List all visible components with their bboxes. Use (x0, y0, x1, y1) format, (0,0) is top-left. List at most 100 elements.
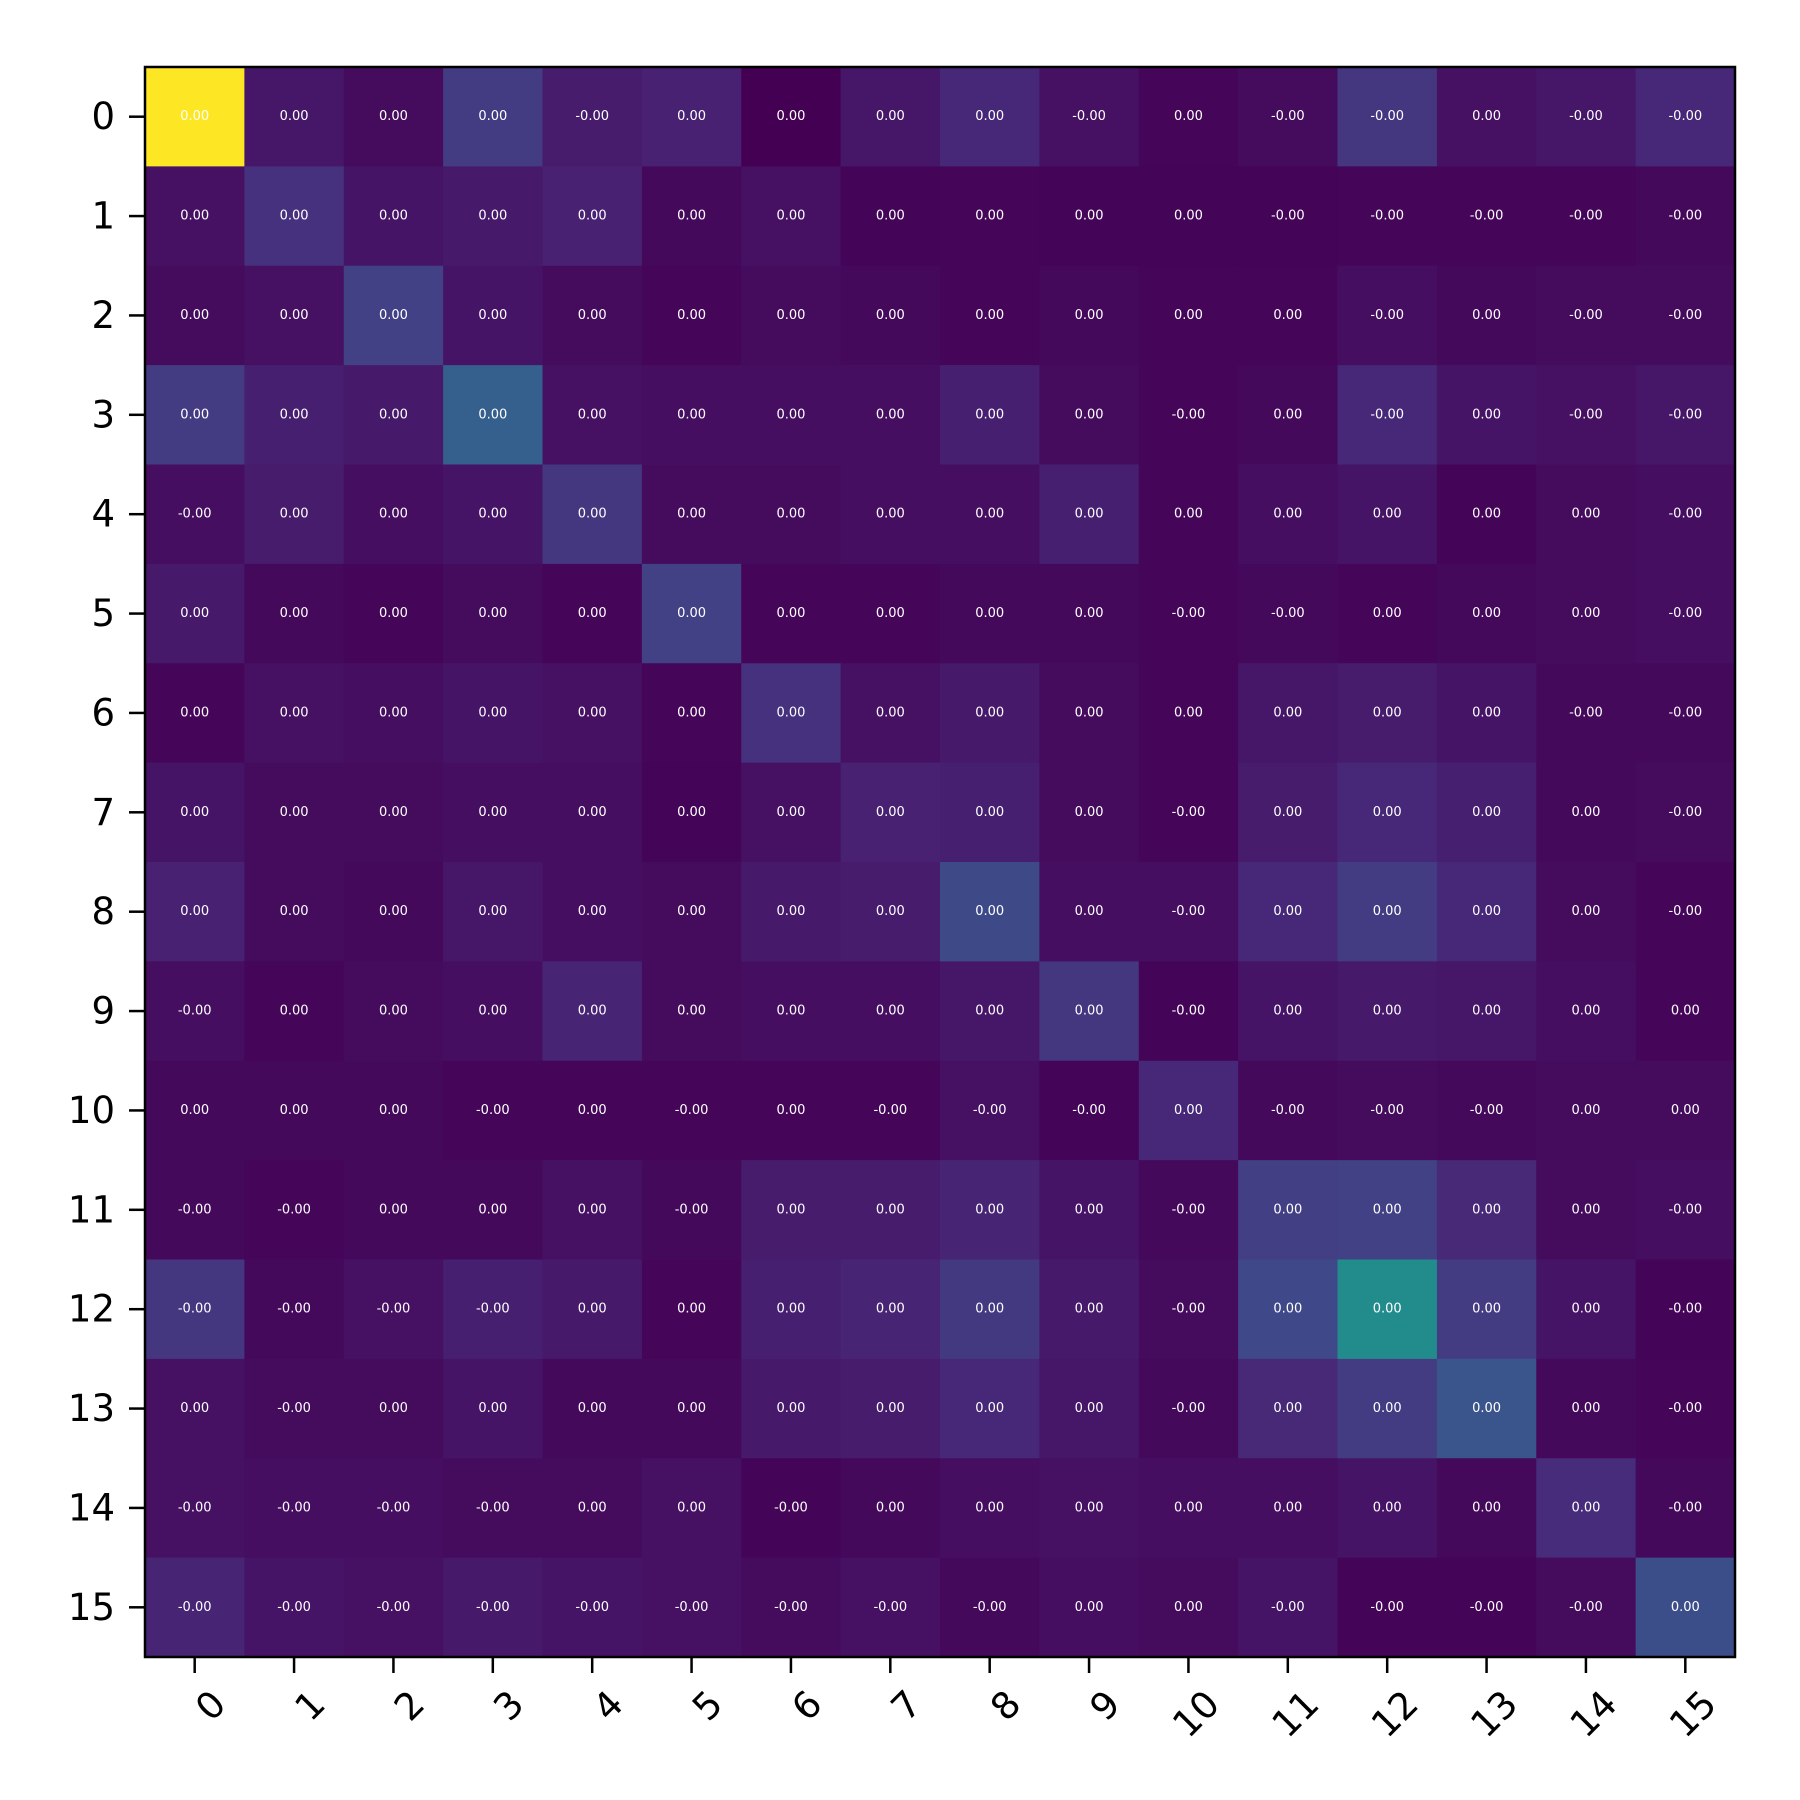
cell-value-label-7-3: 0.00 (478, 805, 507, 820)
cell-value-label-1-3: 0.00 (478, 209, 507, 224)
cell-value-label-7-10: -0.00 (1172, 805, 1206, 820)
cell-value-label-14-15: -0.00 (1668, 1500, 1702, 1515)
cell-value-label-11-13: 0.00 (1472, 1202, 1501, 1217)
cell-value-label-13-8: 0.00 (975, 1401, 1004, 1416)
heatmap-cell-4-8 (940, 464, 1040, 565)
heatmap-cell-4-10 (1138, 464, 1239, 565)
cell-value-label-0-7: 0.00 (876, 109, 905, 124)
cell-value-label-14-9: 0.00 (1075, 1500, 1104, 1515)
heatmap-cell-1-11 (1238, 166, 1338, 267)
cell-value-label-1-0: 0.00 (180, 209, 209, 224)
cell-value-label-15-10: 0.00 (1174, 1600, 1203, 1615)
heatmap-cell-10-14 (1536, 1060, 1637, 1161)
heatmap-cell-15-7 (840, 1557, 941, 1658)
cell-value-label-0-5: 0.00 (677, 109, 706, 124)
y-tick-label-2: 2 (91, 294, 115, 337)
cell-value-label-9-14: 0.00 (1571, 1004, 1600, 1019)
cell-value-label-7-1: 0.00 (280, 805, 309, 820)
heatmap-cell-2-1 (244, 265, 345, 366)
heatmap-cell-5-15 (1635, 563, 1736, 664)
cell-value-label-2-15: -0.00 (1668, 308, 1702, 323)
cell-value-label-15-9: 0.00 (1075, 1600, 1104, 1615)
cell-value-label-13-4: 0.00 (578, 1401, 607, 1416)
heatmap-cell-2-12 (1337, 265, 1438, 366)
heatmap-cell-5-6 (741, 563, 842, 664)
heatmap-cell-4-3 (443, 464, 543, 565)
cell-value-label-15-14: -0.00 (1569, 1600, 1603, 1615)
cell-value-label-9-1: 0.00 (280, 1004, 309, 1019)
heatmap-cells (145, 67, 1736, 1658)
heatmap-cell-10-4 (542, 1060, 643, 1161)
cell-value-label-12-10: -0.00 (1172, 1302, 1206, 1317)
heatmap-cell-4-4 (542, 464, 643, 565)
heatmap-cell-9-14 (1536, 961, 1637, 1062)
cell-value-label-14-6: -0.00 (774, 1500, 808, 1515)
cell-value-label-5-9: 0.00 (1075, 606, 1104, 621)
y-tick-label-6: 6 (91, 691, 115, 734)
heatmap-cell-12-11 (1238, 1259, 1338, 1360)
heatmap-cell-14-10 (1138, 1458, 1239, 1559)
cell-value-label-0-14: -0.00 (1569, 109, 1603, 124)
heatmap-cell-11-4 (542, 1160, 643, 1260)
cell-value-label-4-7: 0.00 (876, 507, 905, 522)
y-tick-label-3: 3 (91, 393, 115, 436)
heatmap-cell-0-7 (840, 67, 941, 167)
cell-value-label-11-0: -0.00 (178, 1202, 212, 1217)
heatmap-cell-11-5 (641, 1160, 742, 1260)
heatmap-cell-8-2 (343, 862, 444, 962)
heatmap-cell-6-10 (1138, 663, 1239, 764)
heatmap-cell-7-7 (840, 762, 941, 863)
cell-value-label-14-3: -0.00 (476, 1500, 510, 1515)
x-tick-label-6: 6 (783, 1682, 830, 1729)
heatmap-cell-13-14 (1536, 1358, 1637, 1459)
cell-value-label-1-9: 0.00 (1075, 209, 1104, 224)
x-tick-label-0: 0 (187, 1682, 234, 1729)
cell-value-label-4-9: 0.00 (1075, 507, 1104, 522)
cell-value-label-9-2: 0.00 (379, 1004, 408, 1019)
heatmap-cell-11-1 (244, 1160, 345, 1260)
cell-value-label-14-2: -0.00 (377, 1500, 411, 1515)
heatmap-cell-10-0 (145, 1060, 245, 1161)
heatmap-cell-3-10 (1138, 365, 1239, 465)
heatmap-cell-0-13 (1436, 67, 1537, 167)
heatmap-cell-5-8 (940, 563, 1040, 664)
cell-value-label-6-1: 0.00 (280, 705, 309, 720)
cell-value-label-14-0: -0.00 (178, 1500, 212, 1515)
heatmap-cell-14-7 (840, 1458, 941, 1559)
cell-value-label-6-11: 0.00 (1273, 705, 1302, 720)
heatmap-cell-10-10 (1138, 1060, 1239, 1161)
heatmap-cell-1-9 (1039, 166, 1140, 267)
heatmap-cell-7-13 (1436, 762, 1537, 863)
cell-value-label-1-1: 0.00 (280, 209, 309, 224)
cell-value-label-12-3: -0.00 (476, 1302, 510, 1317)
cell-value-label-3-2: 0.00 (379, 407, 408, 422)
cell-value-label-14-1: -0.00 (277, 1500, 311, 1515)
cell-value-label-14-7: 0.00 (876, 1500, 905, 1515)
cell-value-label-7-0: 0.00 (180, 805, 209, 820)
heatmap-cell-3-3 (443, 365, 543, 465)
cell-value-label-3-5: 0.00 (677, 407, 706, 422)
cell-value-label-8-6: 0.00 (776, 904, 805, 919)
cell-value-label-3-0: 0.00 (180, 407, 209, 422)
cell-value-label-3-15: -0.00 (1668, 407, 1702, 422)
heatmap-cell-12-12 (1337, 1259, 1438, 1360)
heatmap-cell-1-13 (1436, 166, 1537, 267)
heatmap-cell-2-0 (145, 265, 245, 366)
heatmap-cell-4-2 (343, 464, 444, 565)
heatmap-cell-11-12 (1337, 1160, 1438, 1260)
heatmap-cell-12-9 (1039, 1259, 1140, 1360)
heatmap-cell-1-15 (1635, 166, 1736, 267)
cell-value-label-11-3: 0.00 (478, 1202, 507, 1217)
x-axis: 0 1 2 3 4 5 6 7 8 9 10 11 12 13 14 15 (187, 1657, 1725, 1746)
heatmap-cell-9-6 (741, 961, 842, 1062)
heatmap-cell-13-4 (542, 1358, 643, 1459)
cell-value-label-13-2: 0.00 (379, 1401, 408, 1416)
heatmap-cell-11-8 (940, 1160, 1040, 1260)
heatmap-cell-9-4 (542, 961, 643, 1062)
heatmap-cell-8-9 (1039, 862, 1140, 962)
cell-value-label-5-8: 0.00 (975, 606, 1004, 621)
heatmap-cell-12-13 (1436, 1259, 1537, 1360)
cell-value-label-4-14: 0.00 (1571, 507, 1600, 522)
cell-value-label-5-14: 0.00 (1571, 606, 1600, 621)
cell-value-label-3-11: 0.00 (1273, 407, 1302, 422)
